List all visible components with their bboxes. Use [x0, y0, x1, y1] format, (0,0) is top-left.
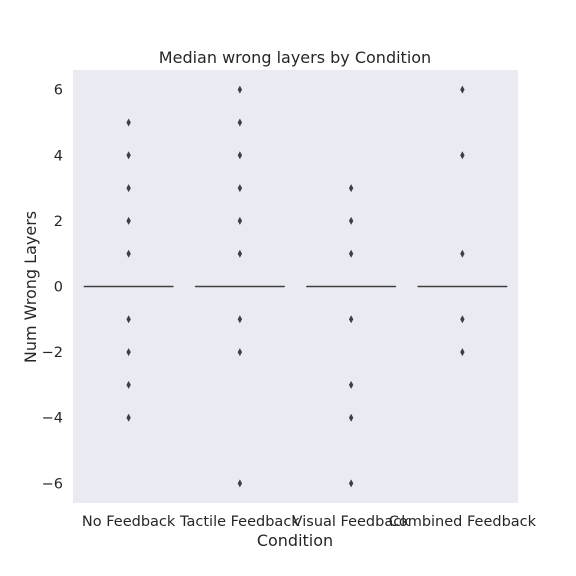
y-axis-label: Num Wrong Layers: [21, 211, 40, 363]
outlier-point: [126, 348, 131, 357]
outlier-point: [348, 249, 354, 258]
outlier-point: [237, 249, 243, 258]
outlier-point: [348, 413, 354, 422]
y-tick-label: −4: [42, 411, 63, 427]
y-tick-label: 2: [54, 214, 63, 230]
outlier-point: [237, 216, 243, 225]
x-axis-label: Condition: [257, 531, 333, 550]
y-tick-label: 4: [54, 148, 63, 164]
y-tick-label: −2: [42, 345, 63, 361]
outlier-point: [460, 85, 465, 94]
y-tick-label: 0: [54, 280, 63, 296]
x-tick-label: Tactile Feedback: [179, 514, 300, 530]
outlier-point: [237, 348, 243, 357]
outlier-point: [237, 118, 243, 127]
outlier-point: [237, 85, 243, 94]
outlier-point: [126, 315, 131, 324]
outlier-point: [348, 216, 354, 225]
outlier-point: [237, 184, 243, 193]
outlier-point: [348, 184, 354, 193]
outlier-point: [348, 479, 354, 488]
outlier-point: [126, 249, 131, 258]
outlier-point: [237, 479, 243, 488]
outlier-point: [348, 380, 354, 389]
y-tick-label: −6: [42, 476, 63, 492]
outlier-point: [460, 315, 465, 324]
outlier-point: [237, 151, 243, 160]
chart-marks: [83, 85, 508, 488]
x-tick-label: No Feedback: [82, 514, 176, 530]
outlier-point: [460, 348, 465, 357]
x-tick-label: Visual Feedback: [293, 514, 411, 530]
x-tick-label: Combined Feedback: [389, 514, 537, 530]
outlier-point: [460, 151, 465, 160]
outlier-point: [126, 118, 131, 127]
outlier-point: [126, 151, 131, 160]
outlier-point: [126, 413, 131, 422]
outlier-point: [126, 184, 131, 193]
chart-title: Median wrong layers by Condition: [159, 48, 431, 67]
outlier-point: [126, 380, 131, 389]
outlier-point: [348, 315, 354, 324]
y-tick-label: 6: [54, 83, 63, 99]
y-axis: 6 4 2 0 −2 −4 −6: [42, 83, 63, 493]
outlier-point: [126, 216, 131, 225]
outlier-point: [237, 315, 243, 324]
outlier-point: [460, 249, 465, 258]
